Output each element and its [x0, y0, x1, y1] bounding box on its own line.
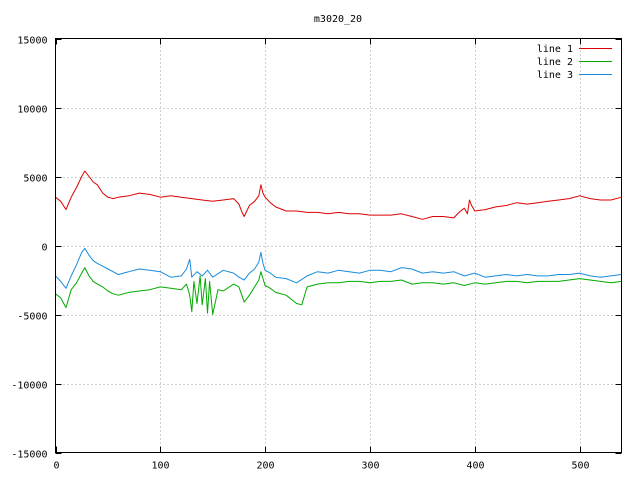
plot-frame — [55, 38, 622, 453]
x-tick-label: 500 — [571, 461, 589, 472]
chart-title: m3020_20 — [314, 14, 362, 25]
x-tick-label: 400 — [466, 461, 484, 472]
y-tick-label: 5000 — [23, 174, 47, 185]
x-tick-label: 100 — [151, 461, 169, 472]
series-group — [55, 170, 622, 315]
series-line-1 — [55, 170, 622, 220]
grid — [55, 38, 622, 453]
series-line-3 — [55, 247, 622, 289]
series-line-2 — [55, 267, 622, 315]
legend-label-1: line 1 — [537, 44, 573, 55]
y-tick-label: -15000 — [11, 450, 47, 461]
y-tick-label: 0 — [41, 243, 47, 254]
x-tick-label: 200 — [256, 461, 274, 472]
legend: line 1 line 2 line 3 — [537, 44, 612, 81]
y-tick-label: -10000 — [11, 381, 47, 392]
y-tick-label: -5000 — [17, 312, 47, 323]
axis-ticks: 0 100 200 300 400 500 -15000 -10000 -5000 0 5000 10… — [11, 36, 622, 472]
legend-label-2: line 2 — [537, 57, 573, 68]
y-tick-label: 15000 — [17, 36, 47, 47]
legend-label-3: line 3 — [537, 70, 573, 81]
x-tick-label: 300 — [361, 461, 379, 472]
y-tick-label: 10000 — [17, 105, 47, 116]
x-tick-label: 0 — [53, 461, 59, 472]
